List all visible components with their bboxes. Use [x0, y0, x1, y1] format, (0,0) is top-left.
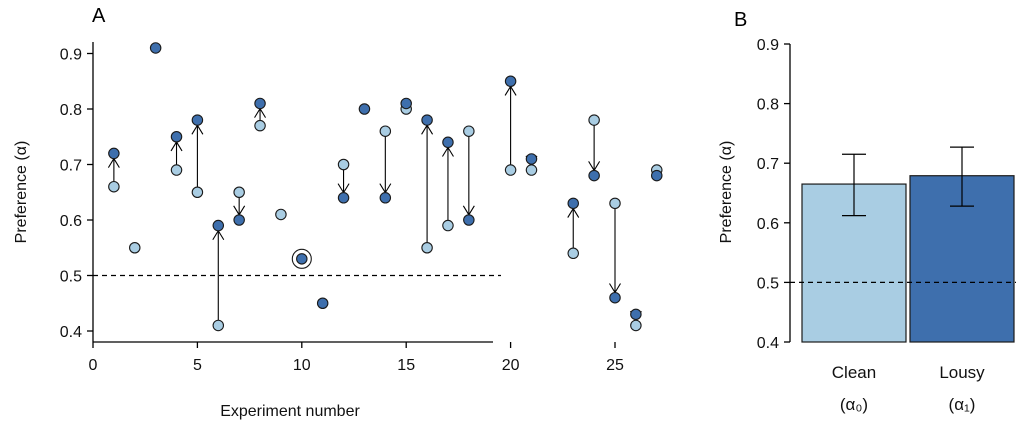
panel-a-lousy-point	[400, 97, 412, 110]
panel-a-y-tick-label: 0.9	[60, 47, 82, 64]
panel-a-lousy-point	[149, 42, 162, 54]
panel-a-x-axis-label: Experiment number	[220, 403, 360, 420]
panel-a-clean-point	[463, 125, 475, 137]
panel-a-x-tick-label: 15	[397, 357, 415, 374]
panel-a-lousy-point	[170, 131, 183, 143]
panel-a-clean-point	[588, 114, 600, 126]
panel-b-category-sublabel: (α₁)	[949, 395, 976, 414]
panel-a-x-tick-label: 0	[89, 357, 98, 374]
panel-a-clean-point	[191, 186, 204, 199]
panel-b-y-axis-label: Preference (α)	[718, 141, 735, 244]
panel-a-lousy-point	[254, 97, 266, 110]
panel-b-y-tick-label: 0.6	[757, 216, 779, 233]
panel-a-clean-point	[525, 164, 538, 176]
panel-a-lousy-point	[421, 114, 433, 126]
panel-a-lousy-point	[609, 291, 621, 304]
panel-b-y-ticks: 0.4 0.5 0.6 0.7 0.8 0.9	[757, 37, 790, 352]
panel-b-y-tick-label: 0.5	[757, 275, 779, 292]
panel-a-lousy-point	[651, 169, 663, 182]
panel-a-lousy-point	[358, 103, 371, 115]
panel-a-lousy-point	[337, 192, 350, 204]
panel-a-x-tick-label: 5	[193, 357, 202, 374]
panel-a-lousy-point	[567, 197, 579, 210]
panel-b-y-tick-label: 0.8	[757, 97, 779, 114]
panel-b-y-tick-label: 0.7	[757, 156, 779, 173]
panel-b-category-labels: Clean (α₀) Lousy (α₁)	[832, 363, 985, 414]
panel-a-clean-point	[108, 180, 120, 193]
panel-a-clean-point	[129, 242, 141, 254]
panel-a-y-tick-label: 0.6	[60, 213, 82, 230]
panel-a-clean-point	[170, 164, 183, 176]
panel-a-lousy-point	[191, 114, 204, 126]
panel-b-y-tick-label: 0.9	[757, 37, 779, 54]
panel-a-clean-point	[567, 247, 579, 260]
panel-a-lousy-point	[212, 219, 225, 232]
panel-a-y-tick-label: 0.7	[60, 158, 82, 175]
panel-a-lousy-point	[630, 308, 642, 321]
panel-a-lousy-point	[588, 169, 600, 182]
panel-a-clean-point	[504, 164, 517, 176]
panel-a-x-tick-label: 25	[606, 357, 624, 374]
panel-a-clean-point	[421, 242, 433, 254]
panel-b: 0.4 0.5 0.6 0.7 0.8 0.9 Clean (α₀) Lousy (α₁) Pr…	[718, 37, 1016, 414]
panel-a-lousy-point	[504, 75, 517, 88]
panel-a-x-ticks: 0 5 10 15 20 25	[89, 342, 624, 374]
panel-a-lousy-point	[379, 192, 392, 204]
panel-a-lousy-point	[316, 297, 329, 309]
panel-a-letter: A	[92, 5, 106, 27]
panel-a-clean-point	[337, 158, 350, 171]
panel-a-lousy-point	[463, 214, 475, 226]
panel-b-y-tick-label: 0.4	[757, 335, 779, 352]
panel-a-lousy-point	[442, 136, 454, 149]
panel-a-y-tick-label: 0.5	[60, 269, 82, 286]
panel-a-y-tick-label: 0.8	[60, 102, 82, 119]
panel-b-bars	[801, 175, 1015, 343]
panel-a-clean-point	[275, 208, 287, 221]
panel-a-clean-point	[609, 197, 621, 210]
panel-a-clean-point	[630, 319, 642, 332]
panel-a-clean-point	[212, 319, 225, 332]
panel-a: 0.4 0.5 0.6 0.7 0.8 0.9 0 5 10 15 20 25 Experiment…	[13, 42, 663, 420]
panel-a-lousy-point	[233, 214, 245, 226]
panel-a-points	[108, 42, 663, 332]
panel-a-clean-point	[379, 125, 392, 137]
panel-b-category-label: Clean	[832, 363, 876, 382]
panel-a-x-tick-label: 10	[293, 357, 311, 374]
panel-b-category-label: Lousy	[939, 363, 985, 382]
panel-b-letter: B	[734, 9, 747, 31]
panel-a-x-tick-label: 20	[502, 357, 520, 374]
panel-a-lousy-point	[108, 147, 120, 160]
panel-a-y-tick-label: 0.4	[60, 324, 82, 341]
panel-a-clean-point	[442, 219, 454, 232]
panel-a-y-ticks: 0.4 0.5 0.6 0.7 0.8 0.9	[60, 47, 93, 341]
panel-a-clean-point	[233, 186, 245, 199]
panel-a-arrows	[107, 85, 642, 322]
panel-b-category-sublabel: (α₀)	[840, 395, 868, 414]
panel-a-y-axis-label: Preference (α)	[13, 141, 30, 244]
panel-b-error-bars	[842, 146, 974, 217]
panel-a-clean-point	[254, 119, 266, 132]
panel-a-lousy-point	[525, 153, 538, 165]
panel-a-lousy-point	[296, 253, 308, 265]
